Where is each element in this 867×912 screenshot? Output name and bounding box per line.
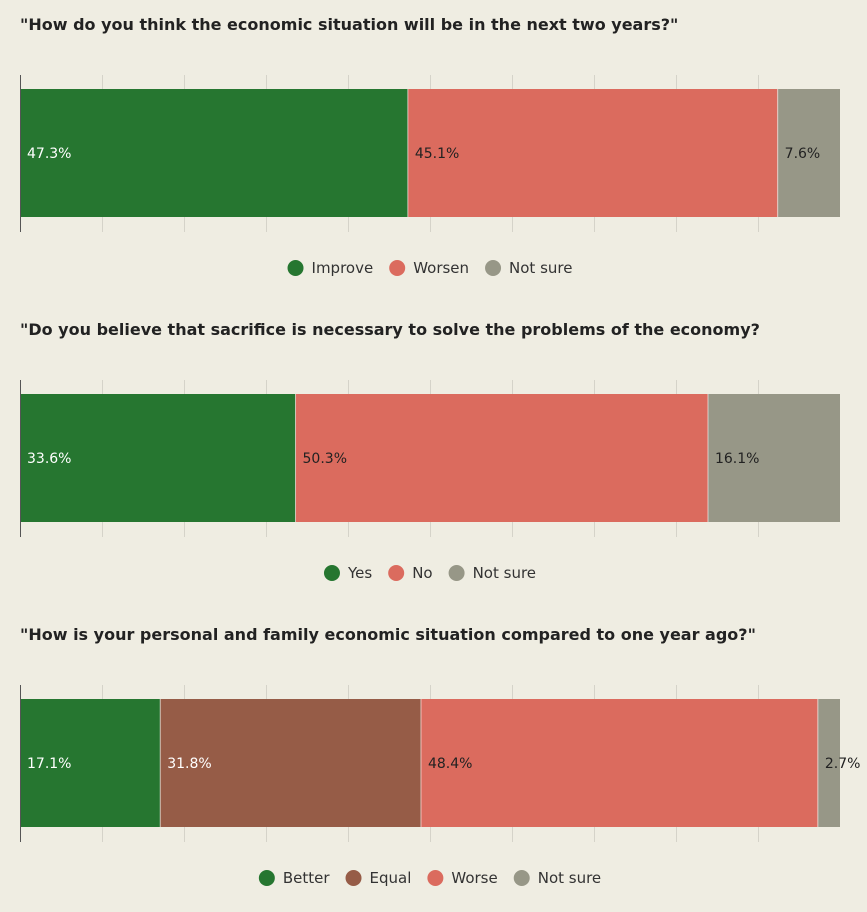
legend-item-improve: Improve — [287, 259, 374, 277]
data-label: 2.7% — [825, 756, 861, 772]
legend-label: Yes — [347, 564, 372, 582]
legend-item-not-sure: Not sure — [448, 564, 536, 582]
chart-title: "How do you think the economic situation… — [20, 15, 678, 34]
legend-swatch — [287, 260, 304, 276]
legend-label: Worsen — [413, 259, 469, 277]
legend-swatch — [427, 870, 444, 886]
data-label: 31.8% — [167, 756, 211, 772]
bar-segment-equal — [160, 699, 421, 827]
legend-label: Not sure — [509, 259, 572, 277]
legend-item-equal: Equal — [345, 869, 412, 887]
data-label: 7.6% — [785, 146, 821, 162]
legend-label: Equal — [370, 869, 412, 887]
legend-swatch — [389, 260, 406, 276]
legend-swatch — [485, 260, 502, 276]
legend-label: Not sure — [538, 869, 601, 887]
legend-swatch — [448, 565, 465, 581]
chart-title: "How is your personal and family economi… — [20, 625, 756, 644]
chart-panel-3: "How is your personal and family economi… — [20, 625, 860, 887]
data-label: 45.1% — [415, 146, 459, 162]
legend-item-not-sure: Not sure — [513, 869, 601, 887]
legend-item-yes: Yes — [323, 564, 372, 582]
legend-swatch — [258, 870, 275, 886]
bar-segment-yes — [20, 394, 296, 522]
legend-label: No — [412, 564, 432, 582]
legend-swatch — [388, 565, 405, 581]
legend-item-better: Better — [258, 869, 331, 887]
data-label: 48.4% — [428, 756, 472, 772]
bar-segment-improve — [20, 89, 408, 217]
legend-item-no: No — [388, 564, 433, 582]
bar-segment-not-sure — [817, 699, 840, 827]
legend-item-worsen: Worsen — [389, 259, 469, 277]
data-label: 50.3% — [303, 451, 347, 467]
chart-title: "Do you believe that sacrifice is necess… — [20, 320, 760, 339]
legend-label: Worse — [451, 869, 497, 887]
legend-swatch — [323, 565, 340, 581]
chart-panel-1: "How do you think the economic situation… — [20, 15, 840, 277]
bar-segment-worse — [420, 699, 818, 827]
bar-segment-better — [20, 699, 161, 827]
legend-swatch — [513, 870, 530, 886]
data-label: 17.1% — [27, 756, 71, 772]
legend-swatch — [345, 870, 362, 886]
chart-panel-2: "Do you believe that sacrifice is necess… — [20, 320, 840, 582]
legend: Improve Worsen Not sure — [287, 259, 572, 277]
bar-segment-worsen — [407, 89, 778, 217]
data-label: 47.3% — [27, 146, 71, 162]
legend-item-worse: Worse — [427, 869, 498, 887]
legend-item-not-sure: Not sure — [485, 259, 572, 277]
legend-label: Better — [283, 869, 331, 887]
bar-segment-not-sure — [707, 394, 840, 522]
bar-segment-no — [295, 394, 708, 522]
data-label: 16.1% — [715, 451, 759, 467]
legend-label: Improve — [312, 259, 374, 277]
bar-segment-not-sure — [777, 89, 840, 217]
legend: Yes No Not sure — [323, 564, 536, 582]
data-label: 33.6% — [27, 451, 71, 467]
legend: Better Equal Worse Not sure — [258, 869, 601, 887]
legend-label: Not sure — [473, 564, 536, 582]
